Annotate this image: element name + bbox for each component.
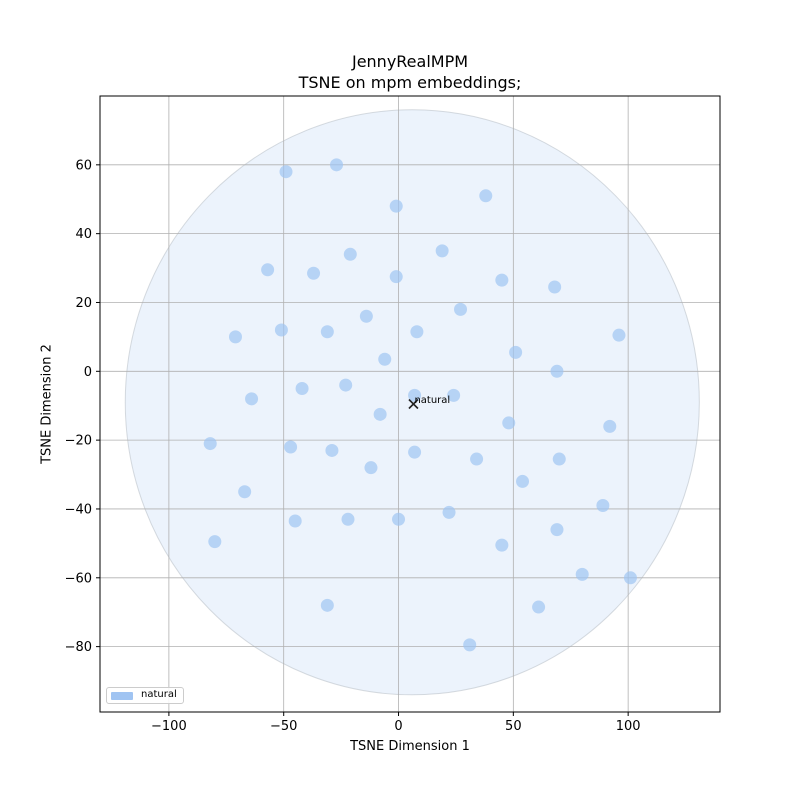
x-tick-label: 0 [394,719,402,734]
chart-title: JennyRealMPM [351,52,469,71]
data-point [203,437,217,451]
data-point [389,270,403,284]
data-point [339,378,353,392]
data-point [307,266,321,280]
data-point [373,407,387,421]
data-point [359,309,373,323]
data-point [575,567,589,581]
data-point [330,158,344,172]
y-tick-label: −80 [65,640,92,655]
data-point [495,538,509,552]
data-point [341,512,355,526]
data-point [502,416,516,430]
data-point [245,392,259,406]
y-tick-label: 60 [75,158,92,173]
data-point [320,325,334,339]
legend-swatch-natural [111,692,133,700]
data-point [408,388,422,402]
y-tick-label: −40 [65,502,92,517]
data-point [552,452,566,466]
data-point [548,280,562,294]
data-point [392,512,406,526]
y-tick-label: 40 [75,227,92,242]
data-point [238,485,252,499]
data-point [295,382,309,396]
data-point [612,328,626,342]
data-point [509,345,523,359]
y-tick-label: −60 [65,571,92,586]
data-point [454,302,468,316]
data-point [532,600,546,614]
data-point [470,452,484,466]
data-point [435,244,449,258]
data-point [623,571,637,585]
data-point [442,505,456,519]
data-point [410,325,424,339]
data-point [603,419,617,433]
centroid-label: natural [414,395,450,406]
y-tick-label: −20 [65,434,92,449]
x-tick-label: −100 [151,719,187,734]
data-point [479,189,493,203]
data-point [550,364,564,378]
data-point [378,352,392,366]
chart-subtitle: TSNE on mpm embeddings; [298,73,522,92]
data-point [550,523,564,537]
data-point [463,638,477,652]
legend: natural [106,687,184,704]
plot-frame [99,95,721,713]
data-point [343,247,357,261]
data-point [364,461,378,475]
x-tick-label: −50 [270,719,297,734]
data-point [274,323,288,337]
data-point [288,514,302,528]
data-point [279,165,293,179]
x-tick-label: 100 [616,719,641,734]
x-axis-label: TSNE Dimension 1 [350,739,470,754]
data-point [596,499,610,513]
y-tick-label: 20 [75,296,92,311]
data-point [284,440,298,454]
y-axis-label: TSNE Dimension 2 [39,344,55,464]
data-point [208,535,222,549]
data-point [447,388,461,402]
centroid-marker [408,398,419,410]
data-point [408,445,422,459]
x-tick-label: 50 [505,719,522,734]
data-point [516,474,530,488]
data-point [228,330,242,344]
data-point [495,273,509,287]
data-point [389,199,403,213]
data-point [325,443,339,457]
y-tick-label: 0 [84,365,92,380]
data-point [320,598,334,612]
legend-label-natural: natural [141,689,177,700]
data-point [261,263,275,277]
